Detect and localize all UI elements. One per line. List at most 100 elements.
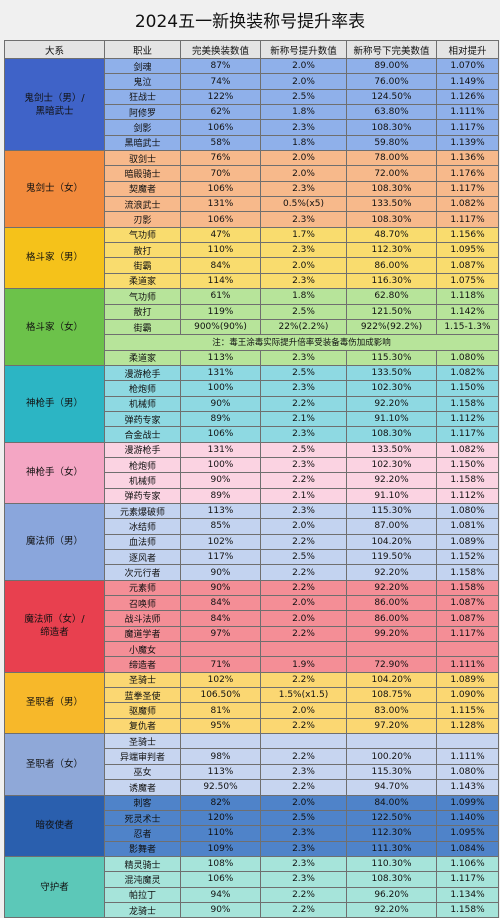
relative-boost-cell: 1.090% [436,687,499,704]
job-cell: 枪炮师 [104,456,181,474]
job-cell: 街霸 [104,318,181,336]
title-boost-cell: 2.1% [260,487,347,504]
new-perfect-value-cell: 62.80% [346,288,437,305]
table-row: 复仇者 95% 2.2% 97.20% 1.128% [5,717,499,735]
relative-boost-cell: 1.082% [436,364,499,382]
header-title-boost: 新称号提升数值 [260,40,347,59]
job-cell: 弹药专家 [104,410,181,428]
job-cell: 散打 [104,242,181,259]
title-boost-cell: 2.2% [260,625,347,643]
title-boost-cell [260,641,347,658]
title-boost-cell: 2.2% [260,901,347,918]
title-boost-cell: 2.3% [260,119,347,136]
new-perfect-value-cell: 89.00% [346,57,437,75]
relative-boost-cell: 1.115% [436,702,499,719]
new-perfect-value-cell: 108.30% [346,180,437,198]
perfect-value-cell: 114% [180,272,261,290]
class-group-cell: 鬼剑士（女） [4,150,105,228]
job-cell: 异端审判者 [104,748,181,765]
relative-boost-cell: 1.080% [436,763,499,781]
header-new-perfect-value: 新称号下完美数值 [346,40,437,59]
relative-boost-cell: 1.112% [436,487,499,504]
relative-boost-cell: 1.084% [436,840,499,857]
relative-boost-cell: 1.081% [436,518,499,535]
job-cell: 鬼泣 [104,73,181,90]
new-perfect-value-cell: 133.50% [346,364,437,382]
new-perfect-value-cell: 104.20% [346,533,437,551]
relative-boost-cell: 1.118% [436,288,499,305]
job-cell: 忍者 [104,825,181,842]
perfect-value-cell: 131% [180,196,261,213]
new-perfect-value-cell: 108.30% [346,871,437,888]
table-row: 血法师 102% 2.2% 104.20% 1.089% [5,533,499,551]
class-group-cell: 魔法师（女）/缔造者 [4,579,105,673]
job-cell: 巫女 [104,763,181,781]
perfect-value-cell [180,733,261,750]
perfect-value-cell: 90% [180,472,261,489]
class-group-cell: 守护者 [4,855,105,918]
table-row: 死灵术士 120% 2.5% 122.50% 1.140% [5,809,499,827]
title-boost-cell: 2.0% [260,150,347,167]
class-group-cell: 神枪手（女） [4,441,105,504]
new-perfect-value-cell: 133.50% [346,441,437,458]
perfect-value-cell: 71% [180,656,261,673]
perfect-value-cell: 82% [180,794,261,811]
new-perfect-value-cell: 119.50% [346,548,437,566]
title-boost-cell: 2.0% [260,610,347,627]
new-perfect-value-cell: 112.30% [346,242,437,259]
job-cell: 影舞者 [104,840,181,857]
job-cell: 精灵骑士 [104,855,181,873]
table-row: 格斗家（男） 气功师 47% 1.7% 48.70% 1.156% [4,226,499,290]
new-perfect-value-cell: 94.70% [346,779,437,796]
perfect-value-cell: 90% [180,564,261,581]
job-cell: 元素爆破师 [104,502,181,520]
perfect-value-cell: 122% [180,88,261,106]
job-cell: 召唤师 [104,595,181,612]
title-boost-cell: 2.5% [260,88,347,106]
title-boost-cell: 2.3% [260,380,347,397]
job-cell: 圣骑士 [104,733,181,750]
table-row: 阿修罗 62% 1.8% 63.80% 1.111% [5,104,499,121]
perfect-value-cell: 110% [180,242,261,259]
relative-boost-cell: 1.158% [436,472,499,489]
job-cell: 蓝拳圣使 [104,687,181,704]
new-perfect-value-cell: 124.50% [346,88,437,106]
title-boost-cell: 2.3% [260,426,347,443]
page-title: 2024五一新换装称号提升率表 [134,12,366,32]
table-row: 鬼剑士（男）/黑暗武士 剑魂 87% 2.0% 89.00% 1.070% [4,57,499,152]
relative-boost-cell: 1.117% [436,119,499,136]
title-boost-cell: 2.3% [260,349,347,366]
title-boost-cell: 1.8% [260,288,347,305]
job-cell: 驱魔师 [104,702,181,719]
table-row: 逐风者 117% 2.5% 119.50% 1.152% [5,548,499,566]
relative-boost-cell: 1.143% [436,779,499,796]
new-perfect-value-cell: 63.80% [346,104,437,121]
title-boost-cell: 1.8% [260,134,347,152]
table-row: 缔造者 71% 1.9% 72.90% 1.111% [5,656,499,673]
job-cell: 血法师 [104,533,181,551]
relative-boost-cell: 1.176% [436,165,499,182]
perfect-value-cell: 84% [180,257,261,274]
title-boost-cell: 1.7% [260,226,347,244]
relative-boost-cell: 1.156% [436,226,499,244]
table-row: 狂战士 122% 2.5% 124.50% 1.126% [5,88,499,106]
job-cell: 驭剑士 [104,150,181,167]
class-group-cell: 神枪手（男） [4,364,105,443]
title-boost-cell: 2.2% [260,717,347,735]
job-cell: 机械师 [104,395,181,412]
title-boost-cell: 2.3% [260,871,347,888]
table-row: 弹药专家 89% 2.1% 91.10% 1.112% [5,410,499,428]
table-row: 小魔女 [5,641,499,658]
table-row: 暗夜使者 刺客 82% 2.0% 84.00% 1.099% [4,794,499,857]
job-cell: 冰结师 [104,518,181,535]
table-row: 守护者 精灵骑士 108% 2.3% 110.30% 1.106% [4,855,499,918]
table-row: 弹药专家 89% 2.1% 91.10% 1.112% [5,487,499,504]
relative-boost-cell: 1.089% [436,533,499,551]
relative-boost-cell: 1.087% [436,257,499,274]
relative-boost-cell: 1.128% [436,717,499,735]
new-perfect-value-cell: 92.20% [346,579,437,597]
perfect-value-cell: 131% [180,364,261,382]
perfect-value-cell: 98% [180,748,261,765]
title-boost-cell: 1.5%(x1.5) [260,687,347,704]
job-cell: 逐风者 [104,548,181,566]
